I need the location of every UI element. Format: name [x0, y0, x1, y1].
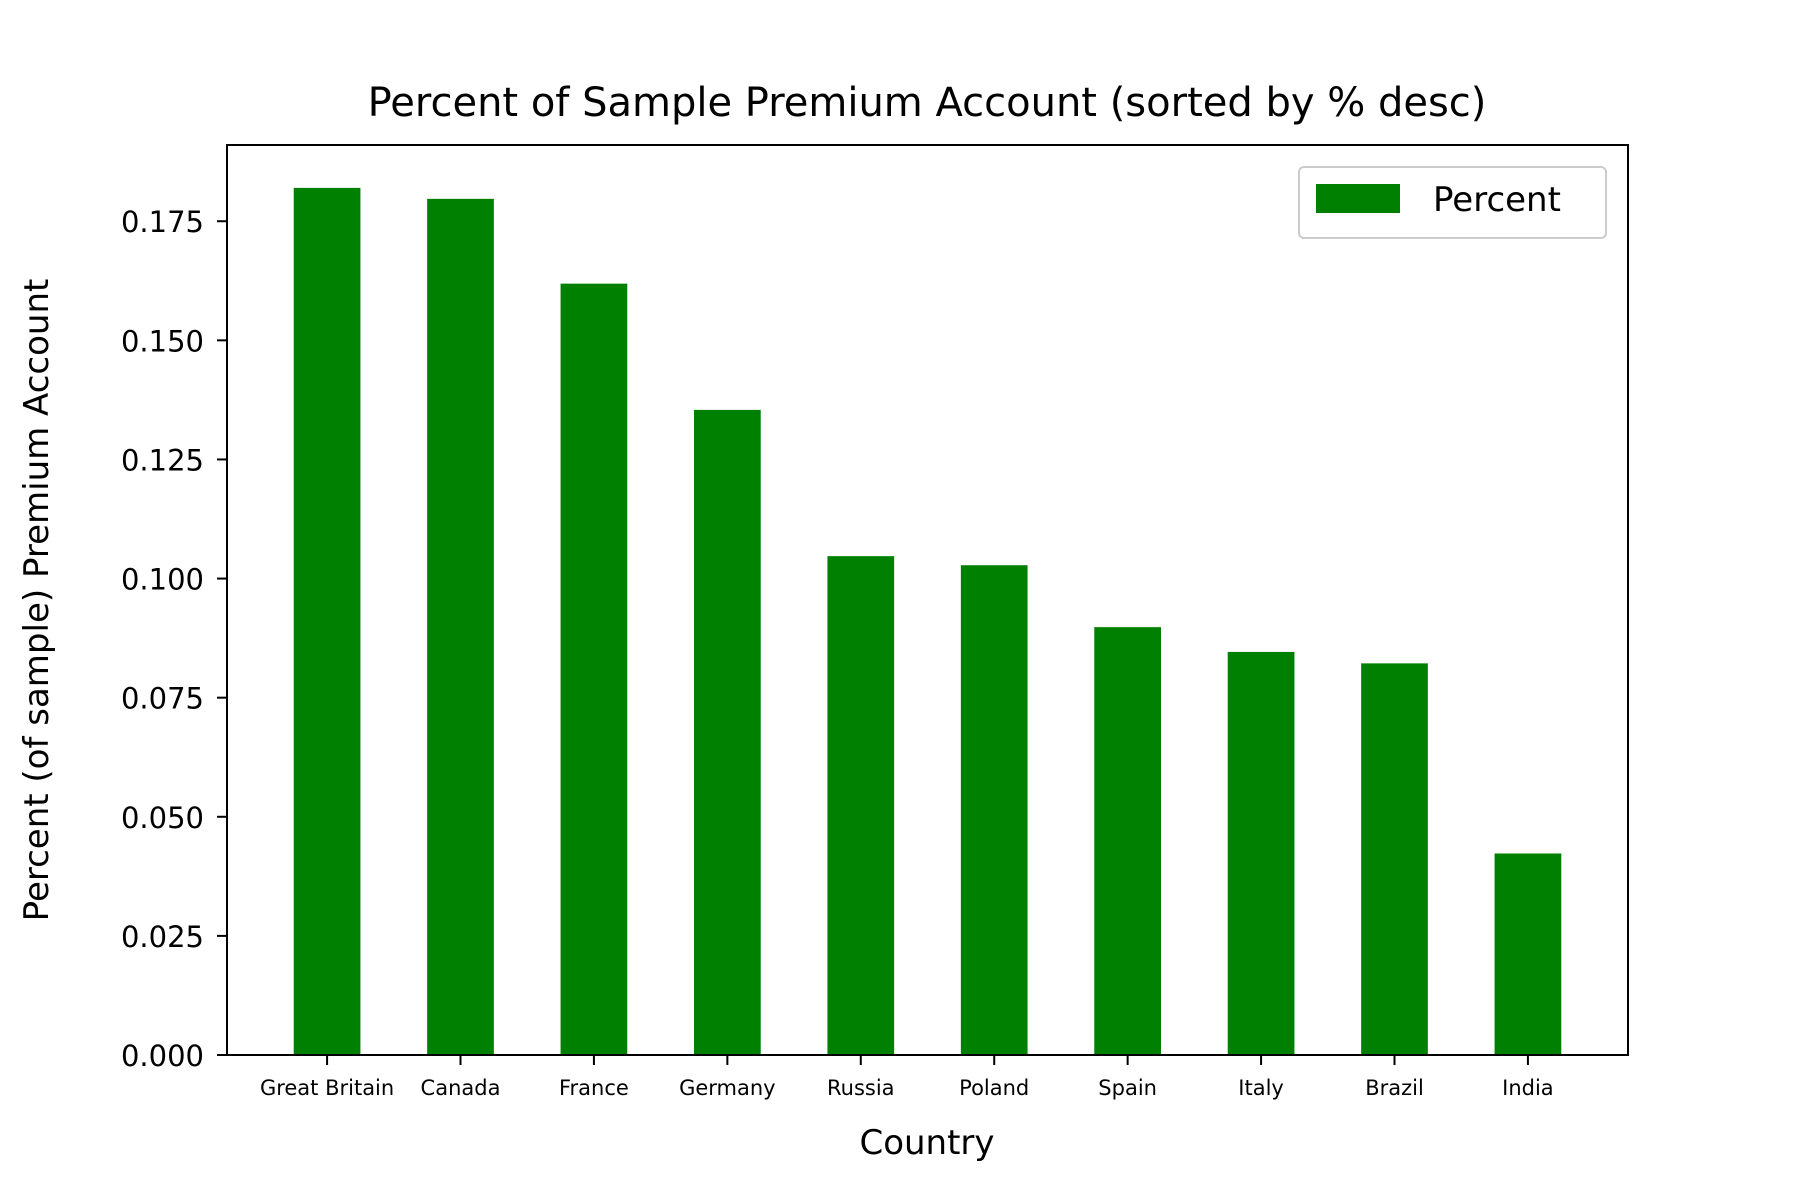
- bar-brazil: [1361, 663, 1428, 1055]
- x-tick-label: Germany: [679, 1076, 776, 1100]
- bars-group: [293, 187, 1562, 1055]
- y-tick-label: 0.000: [121, 1039, 204, 1073]
- y-axis-label: Percent (of sample) Premium Account: [17, 279, 57, 922]
- y-axis-ticks: 0.000 0.025 0.050 0.075 0.100 0.125 0.150 0.175: [121, 205, 227, 1073]
- y-tick-label: 0.025: [121, 920, 204, 954]
- bar-italy: [1227, 651, 1295, 1055]
- x-tick-label: Poland: [959, 1076, 1029, 1100]
- plot-frame: [226, 144, 1629, 1056]
- y-tick-label: 0.100: [121, 563, 204, 597]
- x-tick-label: Canada: [421, 1076, 501, 1100]
- x-tick-label: Brazil: [1365, 1076, 1424, 1100]
- legend-swatch: [1316, 184, 1400, 213]
- y-tick-label: 0.150: [121, 324, 204, 358]
- bar-poland: [960, 565, 1028, 1055]
- x-tick-label: France: [559, 1076, 629, 1100]
- x-tick-label: Russia: [827, 1076, 895, 1100]
- x-axis-ticks: Great Britain Canada France Germany Russia Po…: [260, 1055, 1554, 1100]
- bar-canada: [427, 198, 494, 1055]
- y-tick-label: 0.075: [121, 682, 204, 716]
- y-tick-label: 0.125: [121, 443, 204, 477]
- chart-title: Percent of Sample Premium Account (sorte…: [368, 80, 1487, 126]
- y-tick-label: 0.175: [121, 205, 204, 239]
- y-tick-label: 0.050: [121, 801, 204, 835]
- bar-russia: [827, 556, 895, 1055]
- x-tick-label: Italy: [1238, 1076, 1284, 1100]
- x-axis-label: Country: [859, 1123, 994, 1163]
- bar-france: [560, 283, 628, 1055]
- bar-great-britain: [293, 187, 361, 1055]
- x-tick-label: Great Britain: [260, 1076, 394, 1100]
- bar-germany: [694, 409, 761, 1055]
- bar-india: [1494, 853, 1562, 1055]
- legend-label: Percent: [1433, 180, 1561, 220]
- bar-spain: [1094, 627, 1161, 1055]
- legend: Percent: [1298, 166, 1607, 239]
- x-tick-label: Spain: [1098, 1076, 1157, 1100]
- x-tick-label: India: [1502, 1076, 1554, 1100]
